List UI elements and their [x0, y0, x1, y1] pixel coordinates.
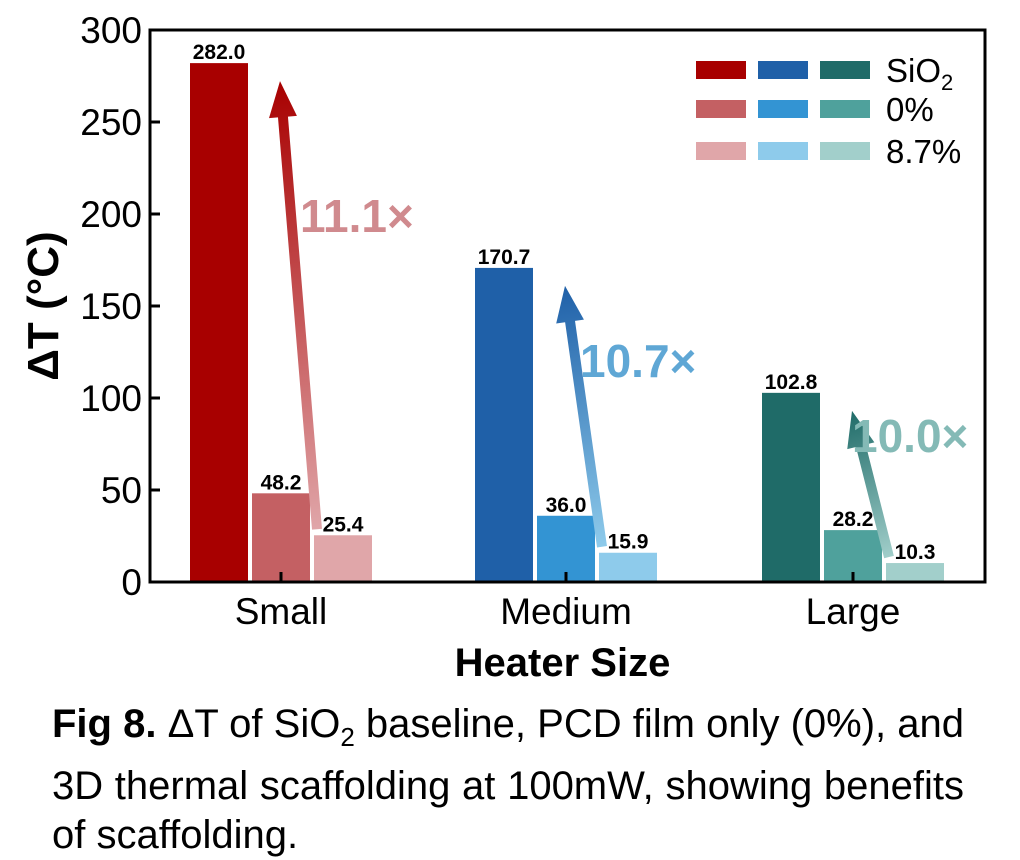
legend-swatch: [820, 100, 870, 118]
bar-small-0: [190, 63, 248, 583]
data-label: 36.0: [546, 494, 587, 517]
y-axis-title: ΔT (°C): [19, 231, 68, 380]
legend-swatch: [696, 100, 746, 118]
ratio-arrow: [556, 285, 607, 548]
x-tick-label: Medium: [500, 591, 632, 632]
figure-caption: Fig 8. ΔT of SiO2 baseline, PCD film onl…: [52, 700, 964, 860]
data-label: 170.7: [478, 246, 531, 269]
y-tick-label: 100: [80, 378, 142, 419]
x-tick-label: Small: [235, 591, 328, 632]
data-label: 102.8: [765, 371, 818, 394]
legend-swatch: [820, 61, 870, 79]
value-labels-layer: 282.0 48.2 25.4 170.7 36.0 15.9 102.8 28.2 10.3: [193, 41, 936, 564]
bar-medium-2: [599, 552, 657, 582]
legend-label: 0%: [886, 91, 934, 128]
legend-swatch: [696, 61, 746, 79]
ratio-arrow: [269, 81, 322, 530]
legend-swatch: [758, 61, 808, 79]
data-label: 282.0: [193, 41, 246, 64]
bar-small-2: [314, 535, 372, 582]
x-tick-label: Large: [806, 591, 901, 632]
legend-swatch: [758, 100, 808, 118]
legend-label: 8.7%: [886, 133, 961, 170]
data-label: 15.9: [608, 531, 649, 554]
caption-subscript: 2: [340, 722, 355, 752]
bar-chart: 11.1× 10.7× 10.0× 282.0 48.2 25.4 170.7 36.0 15…: [19, 10, 987, 685]
legend-swatch: [820, 142, 870, 160]
ratio-label: 11.1×: [300, 190, 414, 242]
x-axis-title: Heater Size: [455, 641, 671, 685]
data-label: 10.3: [895, 541, 936, 564]
caption-figure-label: Fig 8.: [52, 702, 157, 746]
axes-layer: 0 50 100 150 200 250 300 Small Medium Large Heater…: [19, 10, 987, 685]
caption-text-start: ΔT of SiO: [156, 702, 341, 746]
bar-small-1: [252, 493, 310, 582]
y-tick-label: 150: [80, 286, 142, 327]
bar-medium-0: [475, 267, 533, 582]
legend-swatch: [758, 142, 808, 160]
arrows-layer: 11.1× 10.7× 10.0×: [269, 81, 968, 559]
caption-text-end: baseline, PCD film only (0%), and 3D the…: [52, 702, 965, 857]
ratio-arrow: [847, 410, 894, 559]
bar-large-0: [762, 392, 820, 582]
data-label: 28.2: [833, 508, 874, 531]
y-tick-label: 200: [80, 194, 142, 235]
ratio-label: 10.0×: [852, 410, 968, 462]
ratio-label: 10.7×: [580, 335, 696, 387]
bar-large-2: [886, 563, 944, 582]
legend-label: SiO2: [886, 52, 953, 95]
data-label: 25.4: [323, 513, 364, 536]
y-tick-label: 300: [80, 10, 142, 51]
y-tick-label: 50: [101, 470, 142, 511]
bar-medium-1: [537, 515, 595, 582]
data-label: 48.2: [261, 471, 302, 494]
y-tick-label: 250: [80, 102, 142, 143]
y-tick-label: 0: [121, 562, 142, 603]
legend-swatch: [696, 142, 746, 160]
